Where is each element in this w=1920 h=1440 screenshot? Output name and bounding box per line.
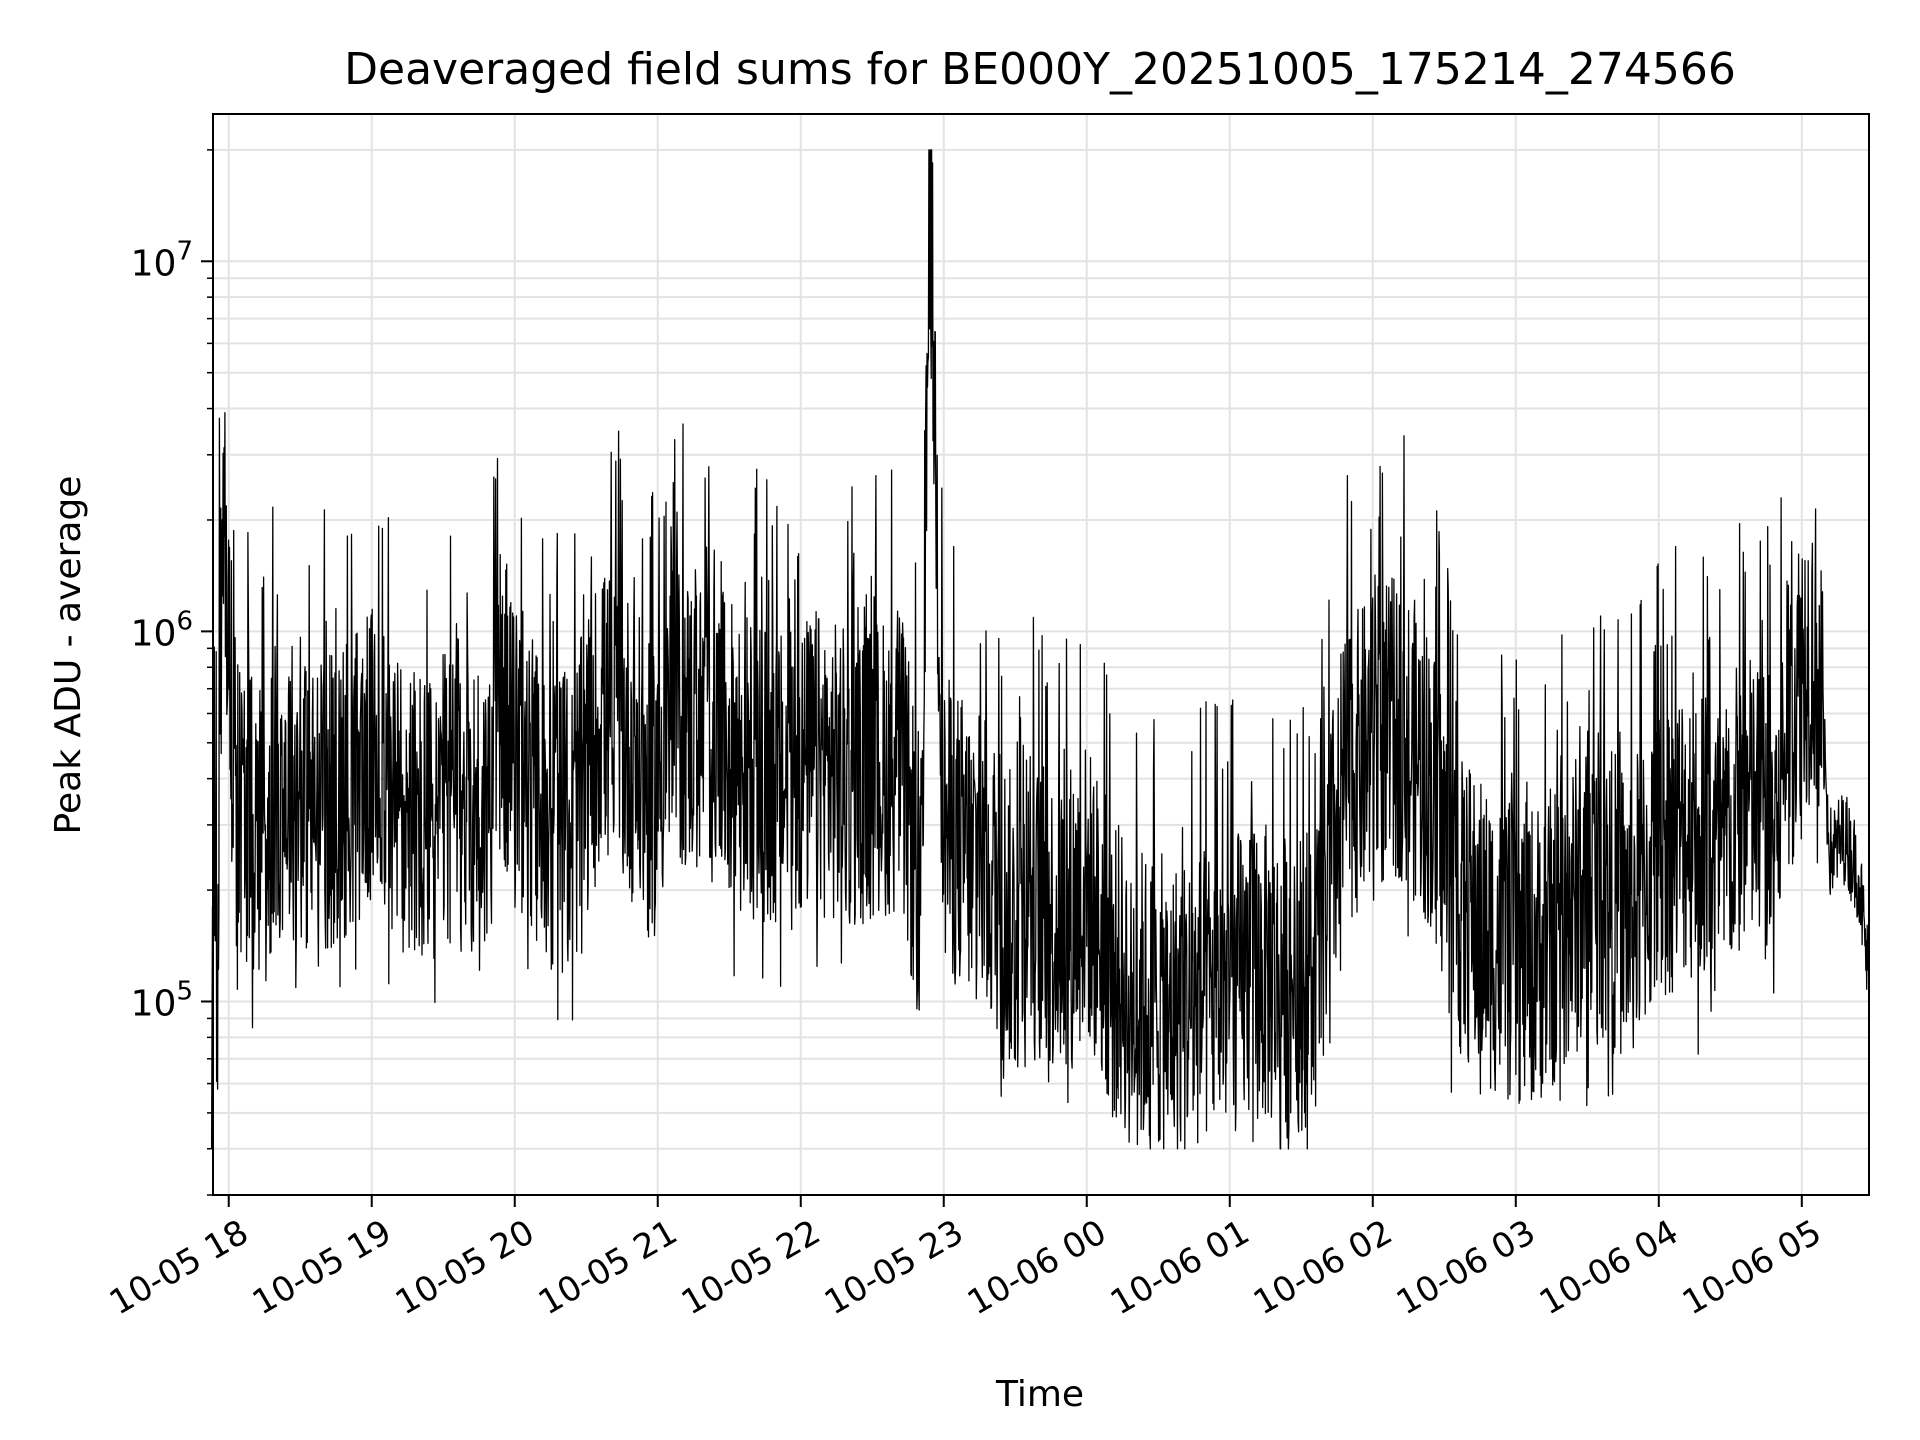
x-tick-label: 10-05 20	[389, 1212, 541, 1323]
x-tick-label: 10-05 18	[103, 1212, 255, 1323]
series-line	[210, 149, 1870, 1150]
y-tick-exponent: 6	[176, 606, 193, 636]
x-tick-label: 10-05 21	[532, 1212, 684, 1323]
x-tick-label: 10-05 23	[818, 1212, 970, 1323]
y-tick-label: 107	[131, 236, 193, 284]
y-tick-label: 106	[131, 606, 193, 654]
x-tick-label: 10-06 05	[1676, 1212, 1828, 1323]
x-tick-label: 10-06 02	[1247, 1212, 1399, 1323]
y-tick-base: 10	[131, 243, 177, 284]
y-tick-exponent: 7	[176, 236, 193, 266]
x-tick-label: 10-06 00	[961, 1212, 1113, 1323]
y-axis-label: Peak ADU - average	[48, 476, 89, 835]
y-tick-base: 10	[131, 613, 177, 654]
plot-frame	[212, 113, 1870, 1196]
x-axis-label: Time	[995, 1374, 1084, 1415]
series-polyline	[210, 149, 1870, 1150]
y-tick-exponent: 5	[176, 976, 193, 1006]
x-tick-label: 10-05 22	[675, 1212, 827, 1323]
x-tick-label: 10-06 01	[1104, 1212, 1256, 1323]
y-tick-label: 105	[131, 976, 193, 1024]
y-tick-base: 10	[131, 983, 177, 1024]
x-tick-label: 10-06 04	[1533, 1212, 1685, 1323]
x-tick-label: 10-05 19	[246, 1212, 398, 1323]
x-tick-label: 10-06 03	[1390, 1212, 1542, 1323]
chart-title: Deaveraged field sums for BE000Y_2025100…	[344, 44, 1736, 95]
